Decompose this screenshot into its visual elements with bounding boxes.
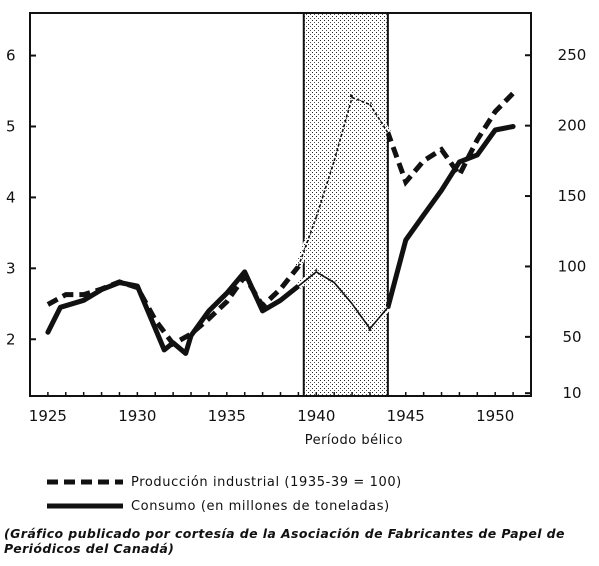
x-tick-label: 1950 <box>476 407 514 425</box>
left-axis-ticks: 2 3 4 5 6 <box>6 47 36 348</box>
legend: Producción industrial (1935-39 = 100) Co… <box>45 470 402 518</box>
left-tick-label: 2 <box>6 330 16 348</box>
war-period-band <box>303 13 388 396</box>
legend-item-produccion: Producción industrial (1935-39 = 100) <box>45 470 402 494</box>
war-period-label: Período bélico <box>305 433 403 448</box>
right-tick-label: 10 <box>562 384 581 402</box>
right-tick-label: 250 <box>558 46 587 64</box>
legend-label-consumo: Consumo (en millones de toneladas) <box>131 498 390 514</box>
x-tick-label: 1945 <box>387 407 425 425</box>
legend-label-produccion: Producción industrial (1935-39 = 100) <box>131 474 402 490</box>
left-tick-label: 4 <box>6 188 16 206</box>
plot-frame <box>29 12 532 397</box>
series-band-thin-line <box>297 96 389 267</box>
x-tick-label: 1930 <box>118 407 156 425</box>
series-band-thin-line <box>297 271 389 330</box>
series-points <box>47 93 514 354</box>
legend-solid-swatch <box>47 503 123 509</box>
legend-item-consumo: Consumo (en millones de toneladas) <box>45 494 402 518</box>
x-tick-label: 1935 <box>208 407 246 425</box>
x-tick-label: 1940 <box>297 407 335 425</box>
legend-dashed-swatch <box>47 479 123 485</box>
x-axis-ticks: 1925 1930 1935 1940 1945 1950 <box>29 392 514 425</box>
right-tick-label: 200 <box>558 117 587 135</box>
right-tick-label: 150 <box>558 187 587 205</box>
left-tick-label: 3 <box>6 259 16 277</box>
x-tick-label: 1925 <box>29 407 67 425</box>
right-tick-label: 50 <box>562 328 581 346</box>
caption: (Gráfico publicado por cortesía de la As… <box>4 526 565 556</box>
right-axis-ticks: 10 50 100 150 200 250 <box>525 46 586 402</box>
left-tick-label: 6 <box>6 47 16 65</box>
left-tick-label: 5 <box>6 117 16 135</box>
right-tick-label: 100 <box>558 257 587 275</box>
series-consumo-line <box>45 124 516 356</box>
series-produccion-line <box>46 91 515 348</box>
